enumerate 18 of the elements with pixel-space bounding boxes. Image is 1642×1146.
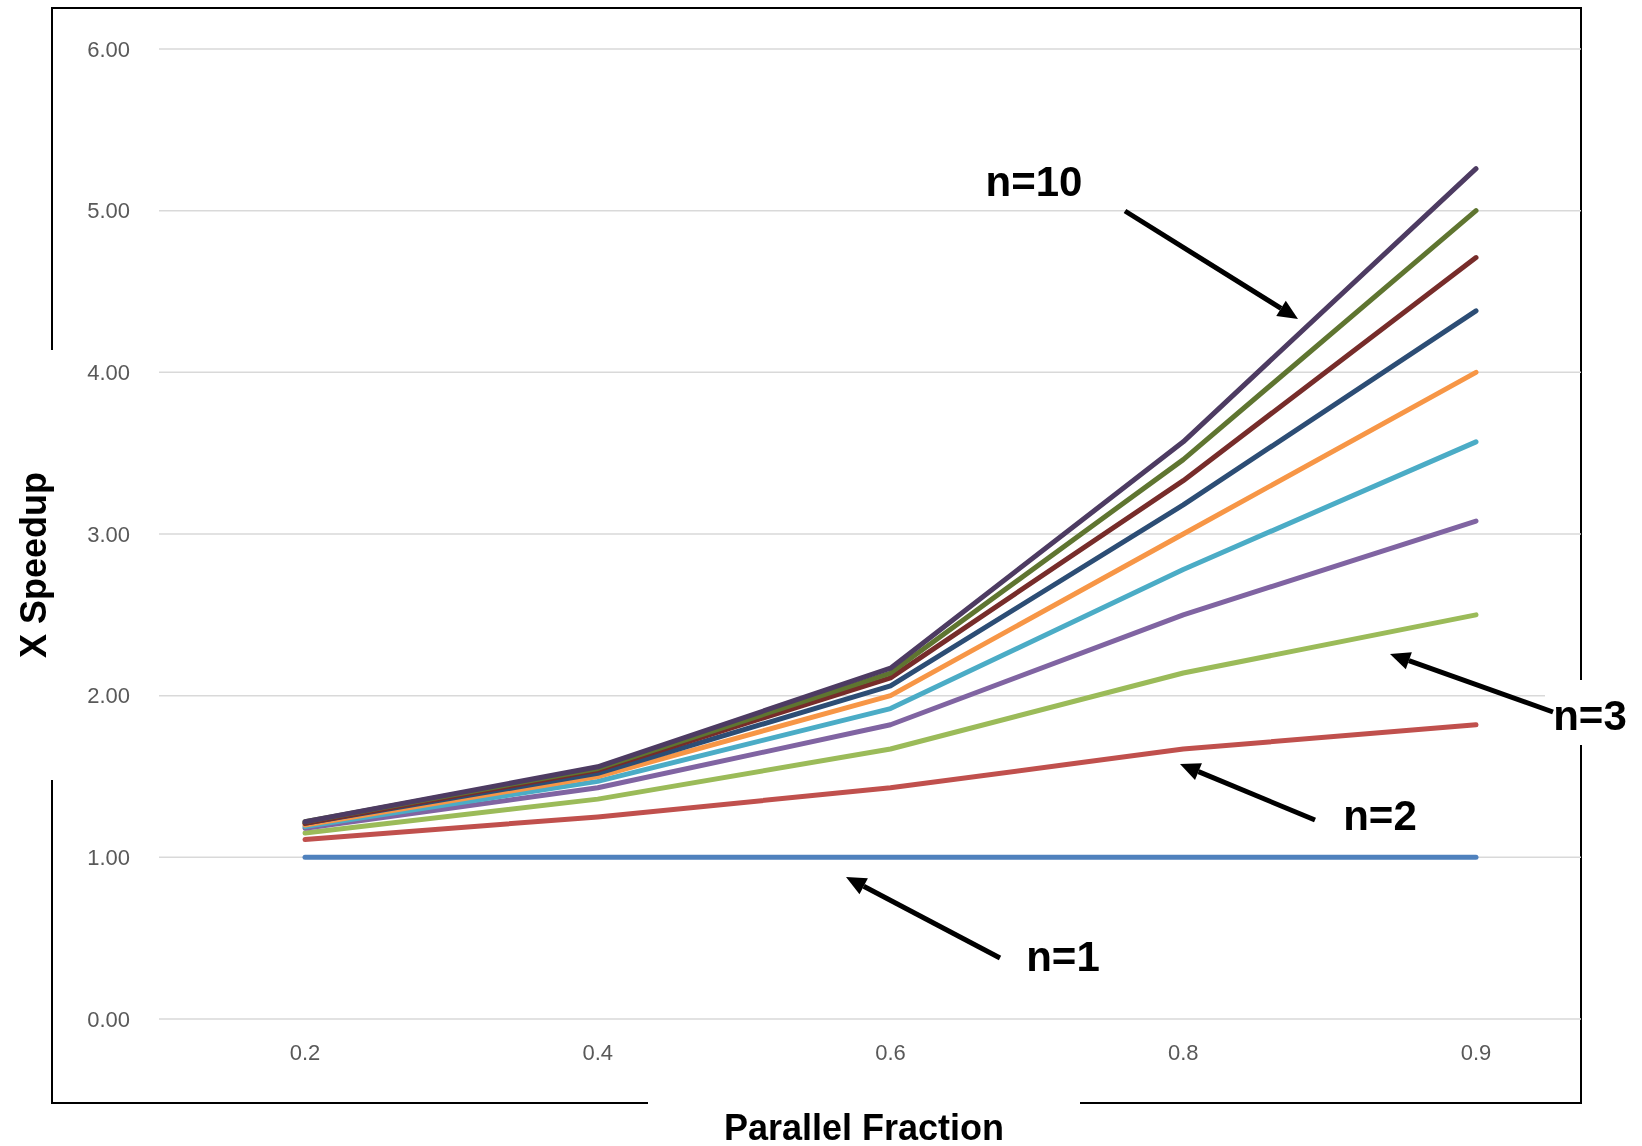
x-tick-label: 0.9 — [1460, 1040, 1492, 1065]
y-tick-label: 5.00 — [87, 198, 130, 224]
x-tick-label: 0.8 — [1167, 1040, 1199, 1065]
annotation: n=10 — [985, 158, 1083, 205]
x-tick-label: 0.4 — [582, 1040, 614, 1065]
y-tick-label: 0.00 — [87, 1006, 130, 1032]
x-tick-label: 0.2 — [289, 1040, 321, 1065]
y-tick-label: 3.00 — [87, 521, 130, 547]
y-tick-label: 2.00 — [87, 683, 130, 709]
y-axis-title: X Speedup — [13, 471, 54, 659]
y-tick-label: 4.00 — [87, 360, 130, 386]
annotation: n=2 — [1343, 792, 1417, 839]
x-axis-title: Parallel Fraction — [723, 1107, 1005, 1146]
annotation: n=1 — [1026, 933, 1100, 980]
y-tick-label: 1.00 — [87, 845, 130, 871]
y-tick-label: 6.00 — [87, 36, 130, 62]
annotation: n=3 — [1553, 692, 1627, 739]
x-tick-label: 0.6 — [875, 1040, 906, 1065]
